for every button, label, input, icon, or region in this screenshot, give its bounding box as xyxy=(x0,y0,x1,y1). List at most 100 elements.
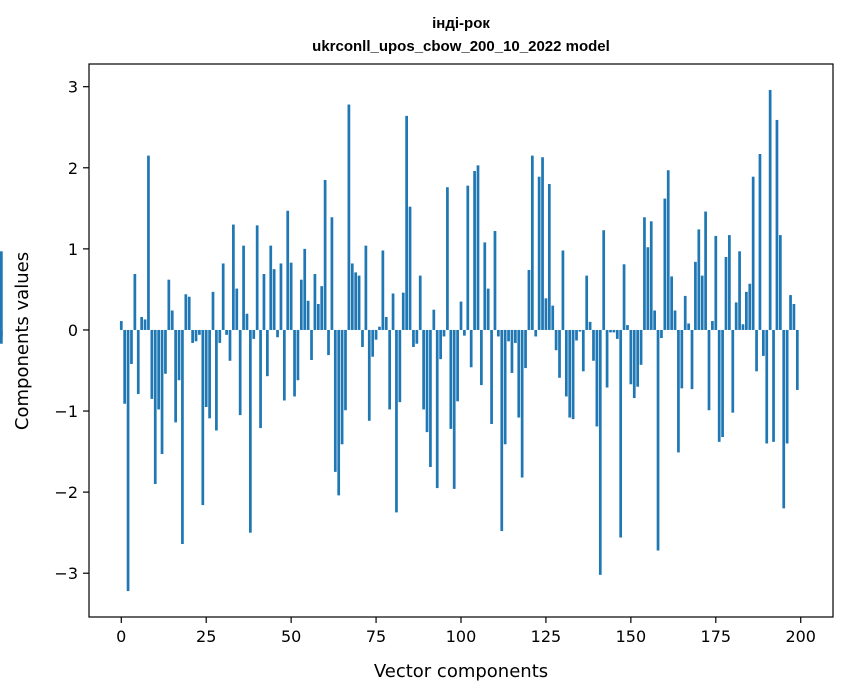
bar-44 xyxy=(269,245,273,330)
bar-191 xyxy=(768,89,772,330)
bar-9 xyxy=(150,329,154,399)
bar-111 xyxy=(497,329,500,337)
bar-143 xyxy=(605,329,609,388)
bar-134 xyxy=(575,329,578,341)
bar-14 xyxy=(167,279,171,330)
bar-6 xyxy=(140,316,144,330)
bar-193 xyxy=(775,119,779,330)
bar-98 xyxy=(452,329,456,489)
bar-53 xyxy=(299,279,303,330)
x-tick-label: 125 xyxy=(531,627,562,646)
bar-97 xyxy=(449,329,453,429)
bar-87 xyxy=(415,329,419,344)
bar-76 xyxy=(378,326,381,330)
bar-173 xyxy=(707,329,711,411)
bar-138 xyxy=(588,321,592,330)
bar-119 xyxy=(524,329,527,369)
bar-64 xyxy=(337,329,341,496)
x-tick-label: 25 xyxy=(196,627,216,646)
bar-65 xyxy=(340,329,344,445)
bar-198 xyxy=(792,304,796,330)
bar-128 xyxy=(554,329,558,351)
bar-72 xyxy=(364,245,368,330)
y-tick-label: −1 xyxy=(54,402,78,421)
bar-23 xyxy=(198,329,201,335)
bar-12 xyxy=(160,329,164,455)
bar-147 xyxy=(619,329,623,538)
bar-145 xyxy=(612,329,616,333)
bar-118 xyxy=(520,329,524,478)
bar-88 xyxy=(418,275,422,330)
bar-188 xyxy=(758,154,762,330)
bar-172 xyxy=(704,211,707,330)
bar-104 xyxy=(473,171,476,330)
bar-40 xyxy=(255,225,259,330)
bar-59 xyxy=(320,286,324,330)
bar-16 xyxy=(174,329,177,423)
bar-84 xyxy=(405,115,408,330)
bar-20 xyxy=(187,296,191,330)
bar-152 xyxy=(636,329,640,387)
chart-subtitle: ukrconll_upos_cbow_200_10_2022 model xyxy=(312,38,610,55)
x-axis-label: Vector components xyxy=(374,661,548,682)
bar-0 xyxy=(119,321,123,330)
bar-117 xyxy=(517,329,521,418)
y-tick-label: 3 xyxy=(68,78,78,97)
bar-undefined xyxy=(0,329,3,337)
bar-179 xyxy=(728,235,731,330)
bar-25 xyxy=(204,329,208,407)
bar-39 xyxy=(252,329,256,339)
bar-174 xyxy=(711,321,714,330)
x-tick-label: 0 xyxy=(116,627,126,646)
bar-189 xyxy=(762,329,765,356)
bar-109 xyxy=(490,329,493,425)
bar-149 xyxy=(626,325,629,330)
bar-56 xyxy=(310,329,313,360)
bar-126 xyxy=(547,184,551,330)
bar-83 xyxy=(401,292,405,330)
bar-186 xyxy=(751,176,755,330)
bar-10 xyxy=(153,329,157,485)
bar-68 xyxy=(350,263,354,330)
bar-123 xyxy=(537,176,541,330)
bar-61 xyxy=(327,329,330,356)
bar-93 xyxy=(435,329,439,489)
bar-undefined xyxy=(0,329,3,344)
bar-19 xyxy=(184,294,188,330)
bar-38 xyxy=(249,329,252,533)
bar-151 xyxy=(632,329,636,399)
bar-28 xyxy=(215,329,218,431)
bar-157 xyxy=(653,310,656,330)
x-tick-label: 100 xyxy=(446,627,477,646)
bar-63 xyxy=(333,329,337,472)
bar-136 xyxy=(581,329,585,372)
bar-171 xyxy=(700,275,704,330)
bar-52 xyxy=(296,329,300,381)
bar-196 xyxy=(785,329,789,444)
bar-160 xyxy=(663,198,667,330)
bar-110 xyxy=(493,231,497,330)
bar-81 xyxy=(395,329,398,513)
bar-195 xyxy=(782,329,786,509)
bar-7 xyxy=(143,319,147,330)
bar-82 xyxy=(398,329,402,403)
bar-115 xyxy=(510,329,514,373)
bar-121 xyxy=(530,155,534,330)
bar-91 xyxy=(429,329,432,467)
bar-102 xyxy=(466,185,470,330)
bar-184 xyxy=(745,291,748,330)
bar-13 xyxy=(164,329,167,374)
bar-127 xyxy=(551,305,555,330)
bar-34 xyxy=(235,288,239,330)
bar-95 xyxy=(442,329,446,337)
bar-75 xyxy=(374,329,378,340)
bar-175 xyxy=(714,235,718,330)
bar-70 xyxy=(357,275,361,330)
bar-60 xyxy=(323,179,327,330)
bar-113 xyxy=(503,329,507,445)
bar-62 xyxy=(330,217,334,330)
bar-142 xyxy=(602,230,606,330)
bar-176 xyxy=(717,329,721,442)
bar-67 xyxy=(347,104,351,330)
